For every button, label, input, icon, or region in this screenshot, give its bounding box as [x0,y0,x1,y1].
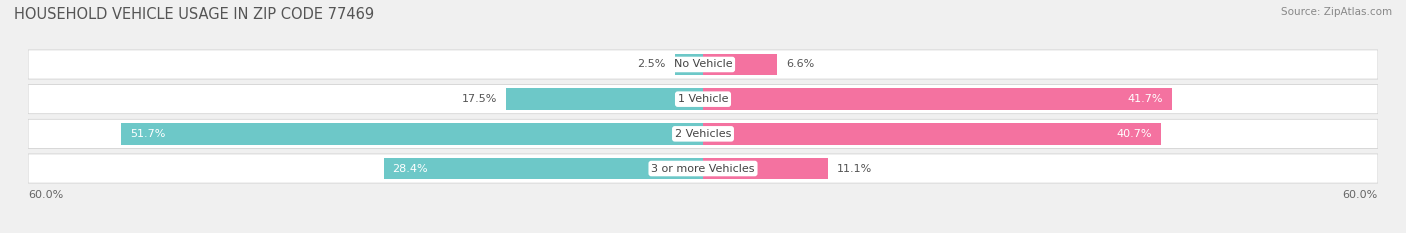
Bar [506,88,703,110]
Bar [28,50,1378,79]
Text: 6.6%: 6.6% [786,59,814,69]
Text: 40.7%: 40.7% [1116,129,1152,139]
Text: 17.5%: 17.5% [461,94,498,104]
Text: 51.7%: 51.7% [131,129,166,139]
Text: 41.7%: 41.7% [1128,94,1163,104]
Bar [703,88,1173,110]
FancyBboxPatch shape [28,50,1378,79]
Text: 1 Vehicle: 1 Vehicle [678,94,728,104]
Text: 2.5%: 2.5% [637,59,666,69]
Text: 60.0%: 60.0% [1343,190,1378,200]
Bar [703,158,828,179]
Text: 60.0%: 60.0% [28,190,63,200]
Text: 3 or more Vehicles: 3 or more Vehicles [651,164,755,174]
Text: 28.4%: 28.4% [392,164,429,174]
FancyBboxPatch shape [28,119,1378,148]
Bar [121,123,703,145]
Bar [703,123,1161,145]
Text: 2 Vehicles: 2 Vehicles [675,129,731,139]
Bar [675,54,703,75]
Text: No Vehicle: No Vehicle [673,59,733,69]
Bar [28,154,1378,183]
FancyBboxPatch shape [28,154,1378,183]
Bar [28,85,1378,114]
Text: Source: ZipAtlas.com: Source: ZipAtlas.com [1281,7,1392,17]
Bar [703,54,778,75]
Bar [384,158,703,179]
Text: HOUSEHOLD VEHICLE USAGE IN ZIP CODE 77469: HOUSEHOLD VEHICLE USAGE IN ZIP CODE 7746… [14,7,374,22]
FancyBboxPatch shape [28,85,1378,114]
Bar [28,119,1378,148]
Text: 11.1%: 11.1% [837,164,872,174]
